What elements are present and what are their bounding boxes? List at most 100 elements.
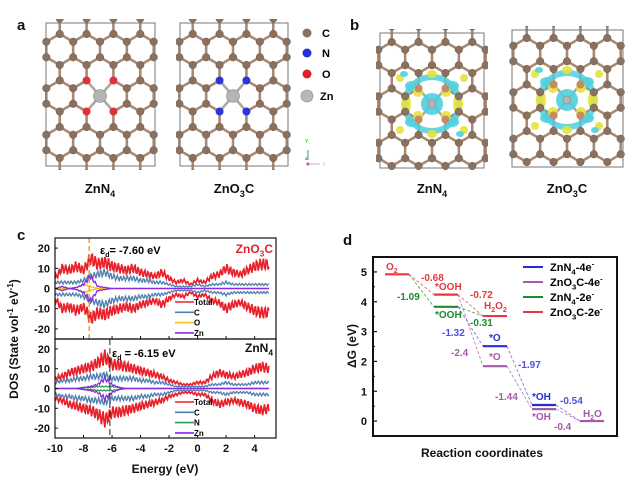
legend-atom-n-icon bbox=[302, 48, 312, 58]
energy-x-axis-title: Reaction coordinates bbox=[421, 446, 543, 460]
carbon-atom bbox=[589, 57, 598, 66]
legend-atom-zn-icon bbox=[300, 89, 314, 103]
transition-connector bbox=[457, 306, 484, 317]
d-band-subscript: d bbox=[105, 252, 109, 259]
carbon-atom bbox=[376, 154, 383, 163]
energy-level-label: *O bbox=[489, 352, 501, 363]
carbon-atom bbox=[149, 37, 158, 46]
carbon-atom bbox=[454, 154, 463, 163]
dos-y-axis-title: DOS (State vol-1 eV-1) bbox=[6, 279, 21, 399]
charge-accumulation-lobe bbox=[595, 70, 603, 78]
structures-layer bbox=[42, 19, 625, 171]
charge-accumulation-lobe bbox=[427, 130, 437, 138]
y-tick-label: 1 bbox=[361, 386, 367, 398]
carbon-atom bbox=[82, 60, 91, 70]
carbon-atom bbox=[414, 68, 423, 78]
transition-value-label: -2.4 bbox=[451, 348, 469, 359]
carbon-atom bbox=[454, 138, 463, 147]
carbon-atom bbox=[415, 29, 422, 31]
x-tick-label: 2 bbox=[223, 443, 229, 455]
carbon-atom bbox=[136, 153, 145, 163]
carbon-atom bbox=[481, 154, 488, 163]
carbon-atom bbox=[109, 122, 118, 132]
carbon-atom bbox=[122, 84, 131, 93]
carbon-atom bbox=[202, 84, 211, 93]
transition-connector bbox=[457, 306, 484, 347]
carbon-atom bbox=[242, 60, 251, 70]
carbon-atom bbox=[217, 169, 222, 170]
structure-label-b-right: ZnO3C bbox=[547, 181, 588, 199]
carbon-atom bbox=[522, 64, 531, 74]
carbon-atom bbox=[509, 150, 518, 159]
carbon-atom bbox=[190, 169, 195, 170]
carbon-atom bbox=[589, 41, 598, 50]
energy-level-label: H2O2 bbox=[484, 301, 507, 314]
charge-depletion-lobe bbox=[535, 67, 543, 73]
y-tick-label: 0 bbox=[44, 284, 50, 296]
carbon-atom bbox=[468, 115, 477, 124]
gizmo-x-label: X bbox=[322, 162, 326, 168]
carbon-atom bbox=[468, 161, 477, 171]
carbon-atom bbox=[562, 134, 572, 143]
y-tick-label: -20 bbox=[34, 423, 50, 435]
charge-accumulation-lobe bbox=[562, 66, 572, 74]
legend-label-zn: Zn bbox=[194, 429, 204, 438]
dopant-atom bbox=[441, 115, 450, 124]
energy-level-label: *O bbox=[489, 333, 501, 344]
axes-gizmo: Y Z X bbox=[305, 139, 326, 168]
carbon-atom bbox=[388, 29, 395, 31]
carbon-atom bbox=[536, 41, 545, 50]
transition-value-label: -1.44 bbox=[495, 392, 518, 403]
carbon-atom bbox=[188, 107, 197, 116]
carbon-atom bbox=[269, 29, 278, 39]
carbon-atom bbox=[468, 130, 477, 140]
transition-value-label: -1.32 bbox=[442, 328, 465, 339]
energy-level-label: *OOH bbox=[435, 310, 462, 321]
legend-atom-n-label: N bbox=[322, 48, 330, 60]
legend-label-zn: Zn bbox=[194, 329, 204, 338]
carbon-atom bbox=[441, 130, 450, 140]
carbon-atom bbox=[481, 107, 488, 116]
carbon-atom bbox=[176, 84, 184, 93]
dopant-atom bbox=[82, 76, 91, 85]
carbon-atom bbox=[549, 157, 558, 167]
carbon-atom bbox=[242, 153, 251, 163]
atomic-structure bbox=[42, 19, 158, 170]
legend-label: ZnN4-2e- bbox=[550, 290, 595, 307]
carbon-atom bbox=[282, 53, 291, 62]
gizmo-y-label: Y bbox=[305, 139, 309, 145]
carbon-atom bbox=[55, 19, 64, 23]
dopant-atom bbox=[576, 80, 585, 89]
carbon-atom bbox=[55, 76, 64, 85]
energy-level-label: O2 bbox=[386, 262, 398, 275]
dos-line-total-up bbox=[54, 252, 270, 287]
legend-label: ZnN4-4e- bbox=[550, 260, 595, 277]
carbon-atom bbox=[549, 64, 558, 74]
carbon-atom bbox=[176, 53, 184, 62]
carbon-atom bbox=[202, 37, 211, 46]
carbon-atom bbox=[95, 130, 105, 139]
transition-connector bbox=[408, 273, 435, 295]
carbon-atom bbox=[578, 26, 583, 27]
charge-accumulation-lobe bbox=[396, 126, 404, 134]
dopant-atom bbox=[242, 76, 251, 85]
carbon-atom bbox=[509, 88, 518, 97]
carbon-atom bbox=[122, 130, 131, 139]
x-tick-label: 4 bbox=[252, 443, 259, 455]
lattice bbox=[176, 19, 291, 170]
dopant-atom bbox=[576, 111, 585, 120]
carbon-atom bbox=[536, 150, 545, 159]
carbon-atom bbox=[441, 37, 450, 47]
carbon-atom bbox=[576, 64, 585, 74]
carbon-atom bbox=[509, 41, 518, 50]
carbon-atom bbox=[149, 99, 158, 108]
carbon-atom bbox=[481, 45, 488, 54]
carbon-atom bbox=[481, 61, 488, 70]
carbon-atom bbox=[109, 60, 118, 70]
carbon-atom bbox=[55, 107, 64, 116]
y-tick-label: -10 bbox=[34, 403, 50, 415]
carbon-atom bbox=[202, 99, 211, 108]
carbon-atom bbox=[269, 122, 278, 132]
carbon-atom bbox=[255, 146, 264, 155]
carbon-atom bbox=[202, 146, 211, 155]
